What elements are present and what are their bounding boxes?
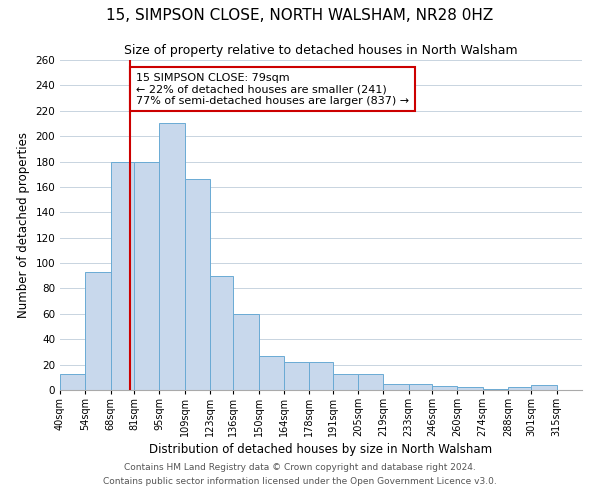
Bar — [309, 362, 333, 390]
Title: Size of property relative to detached houses in North Walsham: Size of property relative to detached ho… — [124, 44, 518, 58]
Bar — [160, 124, 185, 390]
Y-axis label: Number of detached properties: Number of detached properties — [17, 132, 30, 318]
Bar — [409, 384, 432, 390]
Bar — [185, 180, 210, 390]
Bar — [259, 356, 284, 390]
Bar — [508, 388, 532, 390]
Bar — [210, 276, 233, 390]
Bar — [233, 314, 259, 390]
Bar — [358, 374, 383, 390]
Bar — [333, 374, 358, 390]
Text: Contains HM Land Registry data © Crown copyright and database right 2024.: Contains HM Land Registry data © Crown c… — [124, 463, 476, 472]
Bar — [457, 388, 482, 390]
Bar — [532, 385, 557, 390]
Bar — [134, 162, 160, 390]
Bar — [110, 162, 134, 390]
Bar — [432, 386, 457, 390]
Bar — [383, 384, 409, 390]
Text: Contains public sector information licensed under the Open Government Licence v3: Contains public sector information licen… — [103, 476, 497, 486]
Bar — [85, 272, 110, 390]
X-axis label: Distribution of detached houses by size in North Walsham: Distribution of detached houses by size … — [149, 444, 493, 456]
Text: 15, SIMPSON CLOSE, NORTH WALSHAM, NR28 0HZ: 15, SIMPSON CLOSE, NORTH WALSHAM, NR28 0… — [106, 8, 494, 22]
Bar — [284, 362, 309, 390]
Bar — [60, 374, 85, 390]
Bar — [482, 388, 508, 390]
Text: 15 SIMPSON CLOSE: 79sqm
← 22% of detached houses are smaller (241)
77% of semi-d: 15 SIMPSON CLOSE: 79sqm ← 22% of detache… — [136, 72, 409, 106]
